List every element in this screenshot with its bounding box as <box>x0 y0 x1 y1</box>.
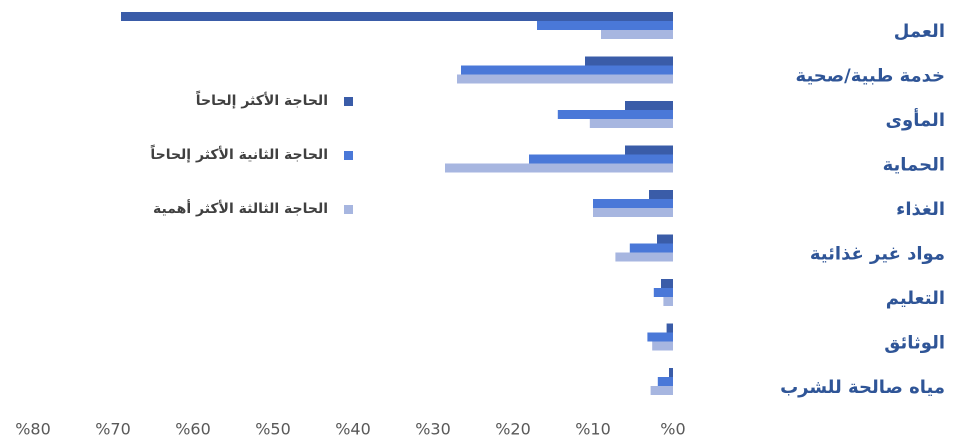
category-label: التعليم <box>886 288 945 309</box>
bar <box>557 110 673 119</box>
legend-swatch <box>344 205 353 214</box>
bar <box>650 386 673 395</box>
x-tick-label: %0 <box>660 420 685 439</box>
bar <box>461 65 673 75</box>
bar <box>657 377 673 386</box>
legend-swatch <box>344 97 353 106</box>
x-tick-label: %80 <box>15 420 51 439</box>
bar <box>593 199 673 208</box>
x-tick-label: %10 <box>575 420 611 439</box>
x-tick-label: %70 <box>95 420 131 439</box>
bar <box>649 190 673 199</box>
bar <box>585 56 673 66</box>
bar <box>529 154 673 164</box>
x-tick-label: %30 <box>415 420 451 439</box>
bar <box>666 323 673 333</box>
bar <box>601 30 673 39</box>
bar <box>589 119 673 128</box>
bar <box>625 101 673 110</box>
category-label: الوثائق <box>884 333 945 354</box>
legend-label: الحاجة الثانية الأكثر إلحاحاً <box>150 144 328 163</box>
bar <box>593 208 673 217</box>
bar <box>537 21 673 30</box>
bar <box>615 252 673 262</box>
bar <box>121 12 673 21</box>
x-tick-label: %40 <box>335 420 371 439</box>
x-tick-label: %20 <box>495 420 531 439</box>
bar <box>653 288 673 297</box>
category-label: العمل <box>894 21 945 42</box>
x-tick-label: %60 <box>175 420 211 439</box>
legend-label: الحاجة الأكثر إلحاحاً <box>196 90 328 109</box>
bar <box>657 234 673 244</box>
x-tick-label: %50 <box>255 420 291 439</box>
bar <box>625 145 673 155</box>
legend-swatch <box>344 151 353 160</box>
bar <box>457 74 673 84</box>
category-label: الغذاء <box>896 199 945 220</box>
bar <box>629 243 673 253</box>
category-label: مواد غير غذائية <box>810 244 945 265</box>
bar <box>669 368 673 377</box>
category-label: مياه صالحة للشرب <box>780 377 945 398</box>
legend-label: الحاجة الثالثة الأكثر أهمية <box>153 199 328 217</box>
bar <box>661 279 673 288</box>
bar <box>647 332 673 342</box>
bar <box>652 341 673 351</box>
bar <box>663 297 673 306</box>
category-label: الحماية <box>883 155 945 176</box>
category-label: خدمة طبية/صحية <box>796 66 945 87</box>
bar <box>445 163 673 173</box>
category-label: المأوى <box>886 108 945 131</box>
